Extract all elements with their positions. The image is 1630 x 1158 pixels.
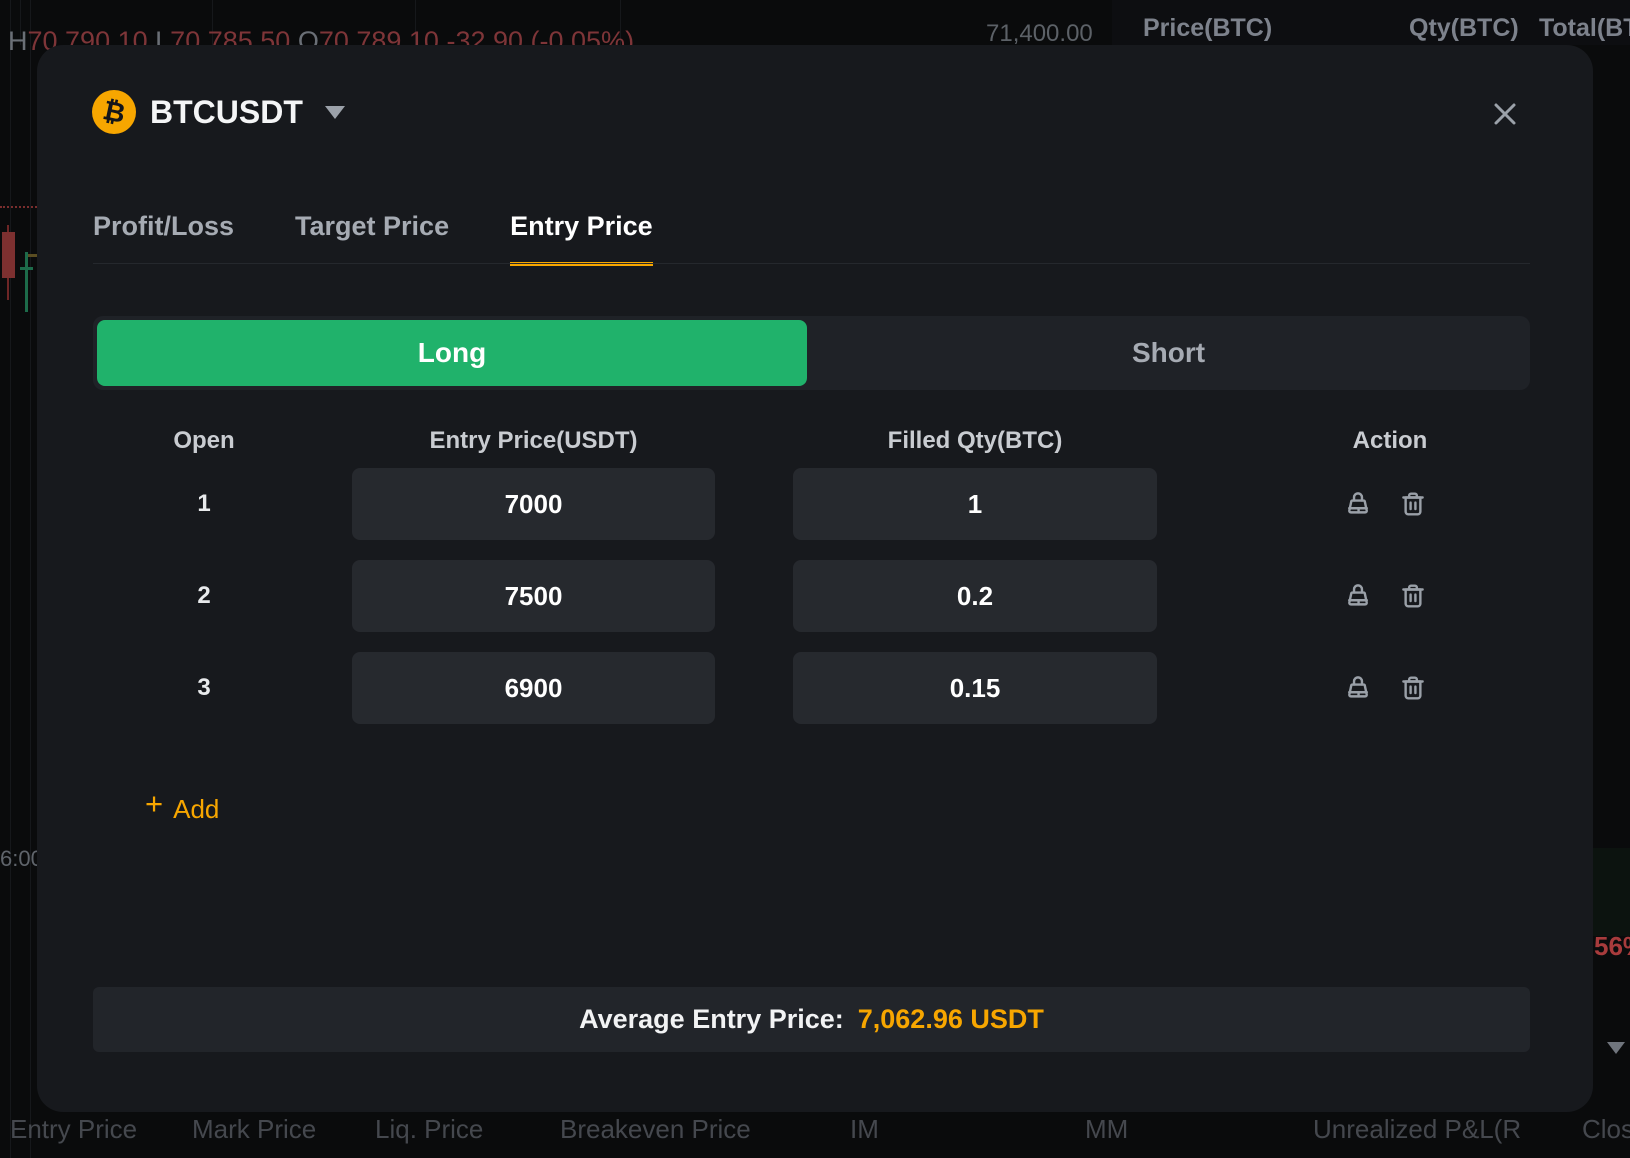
orderbook-header-price: Price(BTC) [1143, 14, 1273, 42]
candle-body-red [2, 232, 15, 278]
clear-icon [1348, 676, 1368, 698]
side-toggle: Long Short [93, 316, 1530, 390]
entry-price-input[interactable] [352, 468, 715, 540]
row-index: 3 [197, 674, 211, 701]
depth-percentage: 56% [1594, 931, 1630, 961]
close-button[interactable] [1483, 92, 1527, 136]
add-row-button[interactable]: + Add [145, 786, 220, 828]
positions-col-close: Clos [1582, 1114, 1630, 1144]
entry-price-calculator-modal: ₿ BTCUSDT Profit/Loss Target Price Entry… [37, 45, 1593, 1112]
tab-profit-loss[interactable]: Profit/Loss [93, 211, 235, 241]
row-index: 2 [197, 582, 211, 609]
delete-row-button[interactable] [1396, 487, 1430, 521]
orderbook-panel [1112, 0, 1630, 45]
tab-target-price[interactable]: Target Price [295, 211, 450, 241]
plus-icon: + [145, 786, 164, 821]
positions-col-liq-price: Liq. Price [375, 1114, 484, 1144]
collapse-caret-icon[interactable] [1607, 1042, 1625, 1054]
chart-gridline [212, 0, 213, 45]
clear-row-button[interactable] [1341, 579, 1375, 613]
entry-price-input[interactable] [352, 560, 715, 632]
chart-gridline [30, 0, 31, 1158]
delete-row-button[interactable] [1396, 671, 1430, 705]
clear-row-button[interactable] [1341, 487, 1375, 521]
tab-entry-price[interactable]: Entry Price [510, 211, 653, 266]
candle-body-green [20, 267, 33, 270]
column-header-action: Action [1352, 427, 1428, 454]
entry-price-input[interactable] [352, 652, 715, 724]
orderbook-header-qty: Qty(BTC) [1409, 14, 1519, 42]
price-line [0, 206, 37, 208]
long-button[interactable]: Long [97, 320, 807, 386]
orderbook-depth-row [1593, 848, 1630, 936]
tabs-divider [93, 263, 1530, 264]
clear-icon [1348, 584, 1368, 606]
average-entry-price-label: Average Entry Price: [579, 1004, 844, 1034]
column-header-entry: Entry Price(USDT) [429, 427, 638, 454]
table-row: 1 [37, 468, 1593, 540]
short-button[interactable]: Short [1131, 337, 1206, 368]
positions-col-mm: MM [1085, 1114, 1129, 1144]
price-axis-label: 71,400.00 [986, 20, 1093, 47]
trash-icon [1402, 676, 1424, 700]
positions-col-unrealized-pnl: Unrealized P&L(R [1313, 1114, 1522, 1144]
symbol-title[interactable]: BTCUSDT [150, 94, 303, 130]
chevron-down-icon[interactable] [325, 106, 345, 119]
bitcoin-icon: ₿ [92, 90, 136, 134]
chart-gridline [20, 0, 21, 45]
filled-qty-input[interactable] [793, 652, 1157, 724]
chart-gridline [415, 0, 416, 45]
filled-qty-input[interactable] [793, 560, 1157, 632]
positions-col-im: IM [850, 1114, 879, 1144]
table-row: 3 [37, 652, 1593, 724]
ma-line-fragment [28, 254, 37, 257]
candle-wick-green [25, 252, 28, 312]
positions-col-mark-price: Mark Price [192, 1114, 317, 1144]
positions-col-breakeven: Breakeven Price [560, 1114, 751, 1144]
chart-gridline [10, 0, 11, 1158]
add-label: Add [173, 794, 220, 824]
average-entry-price-value: 7,062.96 USDT [857, 1004, 1044, 1034]
time-axis-label: 6:00 [0, 846, 43, 871]
positions-col-entry-price: Entry Price [10, 1114, 138, 1144]
trash-icon [1402, 492, 1424, 516]
orderbook-header-total: Total(BT [1539, 14, 1630, 42]
ohlc-h-label: H [8, 26, 28, 56]
chart-gridline [620, 0, 621, 45]
column-header-open: Open [173, 427, 235, 454]
average-entry-price-bar: Average Entry Price: 7,062.96 USDT [93, 987, 1530, 1052]
filled-qty-input[interactable] [793, 468, 1157, 540]
trash-icon [1402, 584, 1424, 608]
column-header-qty: Filled Qty(BTC) [887, 427, 1063, 454]
calculator-tabs: Profit/Loss Target Price Entry Price [93, 211, 653, 266]
row-index: 1 [197, 490, 211, 517]
clear-icon [1348, 492, 1368, 514]
table-row: 2 [37, 560, 1593, 632]
clear-row-button[interactable] [1341, 671, 1375, 705]
close-icon [1494, 103, 1516, 125]
delete-row-button[interactable] [1396, 579, 1430, 613]
